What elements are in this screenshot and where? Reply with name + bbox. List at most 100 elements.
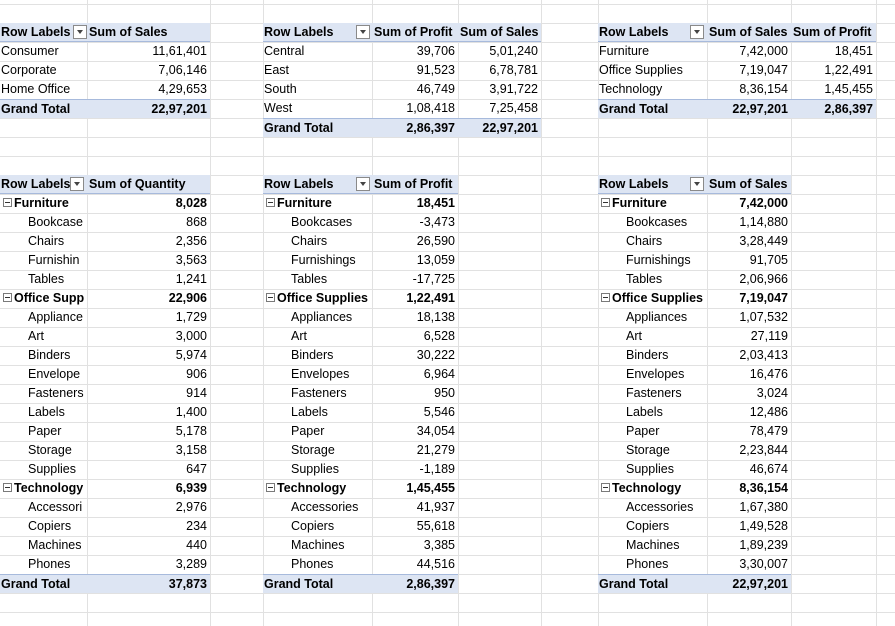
- row-labels-header[interactable]: Row Labels: [599, 177, 669, 191]
- subcategory-value-cell[interactable]: 5,974: [175, 348, 207, 362]
- subcategory-label-cell[interactable]: Supplies: [291, 462, 339, 476]
- subcategory-value-cell[interactable]: -3,473: [419, 215, 455, 229]
- subcategory-label-cell[interactable]: Envelopes: [291, 367, 350, 381]
- value-cell[interactable]: 7,25,458: [489, 101, 538, 115]
- value-cell[interactable]: 5,01,240: [489, 44, 538, 58]
- subcategory-value-cell[interactable]: 2,976: [175, 500, 207, 514]
- pivot-sales-by-segment[interactable]: Row Labels Sum of Sales Consumer 11,61,401 C…: [0, 23, 210, 118]
- subcategory-label-cell[interactable]: Copiers: [28, 519, 72, 533]
- subcategory-value-cell[interactable]: 27,119: [750, 329, 788, 343]
- subcategory-value-cell[interactable]: 868: [186, 215, 207, 229]
- grand-total-value[interactable]: 2,86,397: [824, 102, 873, 116]
- grand-total-value[interactable]: 2,86,397: [406, 577, 455, 591]
- category-subtotal-cell[interactable]: 18,451: [416, 196, 455, 210]
- category-subtotal-cell[interactable]: 1,22,491: [406, 291, 455, 305]
- subcategory-label-cell[interactable]: Binders: [28, 348, 71, 362]
- subcategory-label-cell[interactable]: Supplies: [626, 462, 674, 476]
- row-labels-header[interactable]: Row Labels: [264, 177, 334, 191]
- subcategory-label-cell[interactable]: Accessori: [28, 500, 83, 514]
- subcategory-label-cell[interactable]: Fasteners: [291, 386, 347, 400]
- collapse-icon[interactable]: [601, 293, 610, 302]
- value-cell[interactable]: 11,61,401: [152, 44, 207, 58]
- subcategory-label-cell[interactable]: Chairs: [291, 234, 328, 248]
- row-label-cell[interactable]: West: [264, 101, 293, 115]
- subcategory-value-cell[interactable]: 12,486: [749, 405, 788, 419]
- subcategory-label-cell[interactable]: Accessories: [626, 500, 694, 514]
- subcategory-label-cell[interactable]: Phones: [291, 557, 334, 571]
- row-label-cell[interactable]: East: [264, 63, 290, 77]
- subcategory-value-cell[interactable]: 2,356: [175, 234, 207, 248]
- subcategory-label-cell[interactable]: Binders: [291, 348, 334, 362]
- category-subtotal-cell[interactable]: 6,939: [175, 481, 207, 495]
- subcategory-value-cell[interactable]: 3,28,449: [739, 234, 788, 248]
- subcategory-label-cell[interactable]: Art: [291, 329, 307, 343]
- grand-total-value[interactable]: 22,97,201: [732, 577, 788, 591]
- collapse-icon[interactable]: [601, 483, 610, 492]
- row-label-cell[interactable]: Corporate: [1, 63, 57, 77]
- collapse-icon[interactable]: [3, 198, 12, 207]
- grand-total-label[interactable]: Grand Total: [599, 102, 669, 116]
- filter-dropdown-icon[interactable]: [73, 25, 87, 39]
- subcategory-label-cell[interactable]: Accessories: [291, 500, 359, 514]
- subcategory-value-cell[interactable]: 1,729: [175, 310, 207, 324]
- row-label-cell[interactable]: Furniture: [599, 44, 650, 58]
- category-subtotal-cell[interactable]: 1,45,455: [406, 481, 455, 495]
- subcategory-value-cell[interactable]: 1,67,380: [739, 500, 788, 514]
- pivot-profit-by-subcategory[interactable]: Row Labels Sum of Profit Furniture 18,451 Bo…: [263, 175, 458, 593]
- subcategory-label-cell[interactable]: Furnishin: [28, 253, 80, 267]
- subcategory-label-cell[interactable]: Bookcases: [626, 215, 688, 229]
- subcategory-label-cell[interactable]: Labels: [28, 405, 65, 419]
- filter-dropdown-icon[interactable]: [356, 177, 370, 191]
- subcategory-label-cell[interactable]: Machines: [291, 538, 345, 552]
- subcategory-label-cell[interactable]: Paper: [291, 424, 325, 438]
- grand-total-label[interactable]: Grand Total: [264, 121, 334, 135]
- subcategory-value-cell[interactable]: 1,49,528: [739, 519, 788, 533]
- value-field-header[interactable]: Sum of Sales: [709, 25, 788, 39]
- subcategory-value-cell[interactable]: 647: [186, 462, 207, 476]
- subcategory-label-cell[interactable]: Furnishings: [291, 253, 356, 267]
- value-cell[interactable]: 39,706: [416, 44, 455, 58]
- subcategory-value-cell[interactable]: 13,059: [416, 253, 455, 267]
- category-label-cell[interactable]: Office Supplies: [277, 291, 368, 305]
- row-labels-header[interactable]: Row Labels: [599, 25, 669, 39]
- collapse-icon[interactable]: [266, 293, 275, 302]
- value-field-header[interactable]: Sum of Profit: [374, 25, 453, 39]
- subcategory-value-cell[interactable]: 6,964: [423, 367, 455, 381]
- subcategory-label-cell[interactable]: Furnishings: [626, 253, 691, 267]
- subcategory-value-cell[interactable]: 3,158: [175, 443, 207, 457]
- category-label-cell[interactable]: Technology: [612, 481, 682, 495]
- subcategory-value-cell[interactable]: 21,279: [416, 443, 455, 457]
- subcategory-label-cell[interactable]: Storage: [291, 443, 335, 457]
- subcategory-label-cell[interactable]: Paper: [626, 424, 660, 438]
- subcategory-value-cell[interactable]: 1,241: [175, 272, 207, 286]
- filter-dropdown-icon[interactable]: [690, 25, 704, 39]
- collapse-icon[interactable]: [3, 293, 12, 302]
- value-cell[interactable]: 1,22,491: [824, 63, 873, 77]
- subcategory-label-cell[interactable]: Bookcases: [291, 215, 353, 229]
- subcategory-label-cell[interactable]: Chairs: [28, 234, 65, 248]
- subcategory-value-cell[interactable]: 1,400: [175, 405, 207, 419]
- subcategory-value-cell[interactable]: 3,563: [175, 253, 207, 267]
- subcategory-value-cell[interactable]: 55,618: [416, 519, 455, 533]
- subcategory-value-cell[interactable]: 950: [434, 386, 455, 400]
- subcategory-value-cell[interactable]: 78,479: [749, 424, 788, 438]
- category-label-cell[interactable]: Office Supplies: [612, 291, 703, 305]
- value-cell[interactable]: 7,06,146: [158, 63, 207, 77]
- subcategory-value-cell[interactable]: 34,054: [416, 424, 455, 438]
- value-field-header[interactable]: Sum of Sales: [709, 177, 788, 191]
- subcategory-value-cell[interactable]: 1,07,532: [739, 310, 788, 324]
- pivot-category-sales-profit[interactable]: Row Labels Sum of Sales Sum of Profit Furni…: [598, 23, 876, 118]
- subcategory-value-cell[interactable]: 2,03,413: [739, 348, 788, 362]
- row-label-cell[interactable]: Technology: [599, 82, 663, 96]
- row-labels-header[interactable]: Row Labels: [264, 25, 334, 39]
- value-cell[interactable]: 7,42,000: [739, 44, 788, 58]
- row-labels-header[interactable]: Row Labels: [1, 25, 71, 39]
- subcategory-label-cell[interactable]: Tables: [626, 272, 663, 286]
- pivot-sales-by-subcategory[interactable]: Row Labels Sum of Sales Furniture 7,42,000 B…: [598, 175, 791, 593]
- subcategory-value-cell[interactable]: 2,06,966: [739, 272, 788, 286]
- filter-dropdown-icon[interactable]: [70, 177, 84, 191]
- filter-dropdown-icon[interactable]: [356, 25, 370, 39]
- category-subtotal-cell[interactable]: 7,19,047: [739, 291, 788, 305]
- category-label-cell[interactable]: Furniture: [612, 196, 667, 210]
- collapse-icon[interactable]: [266, 198, 275, 207]
